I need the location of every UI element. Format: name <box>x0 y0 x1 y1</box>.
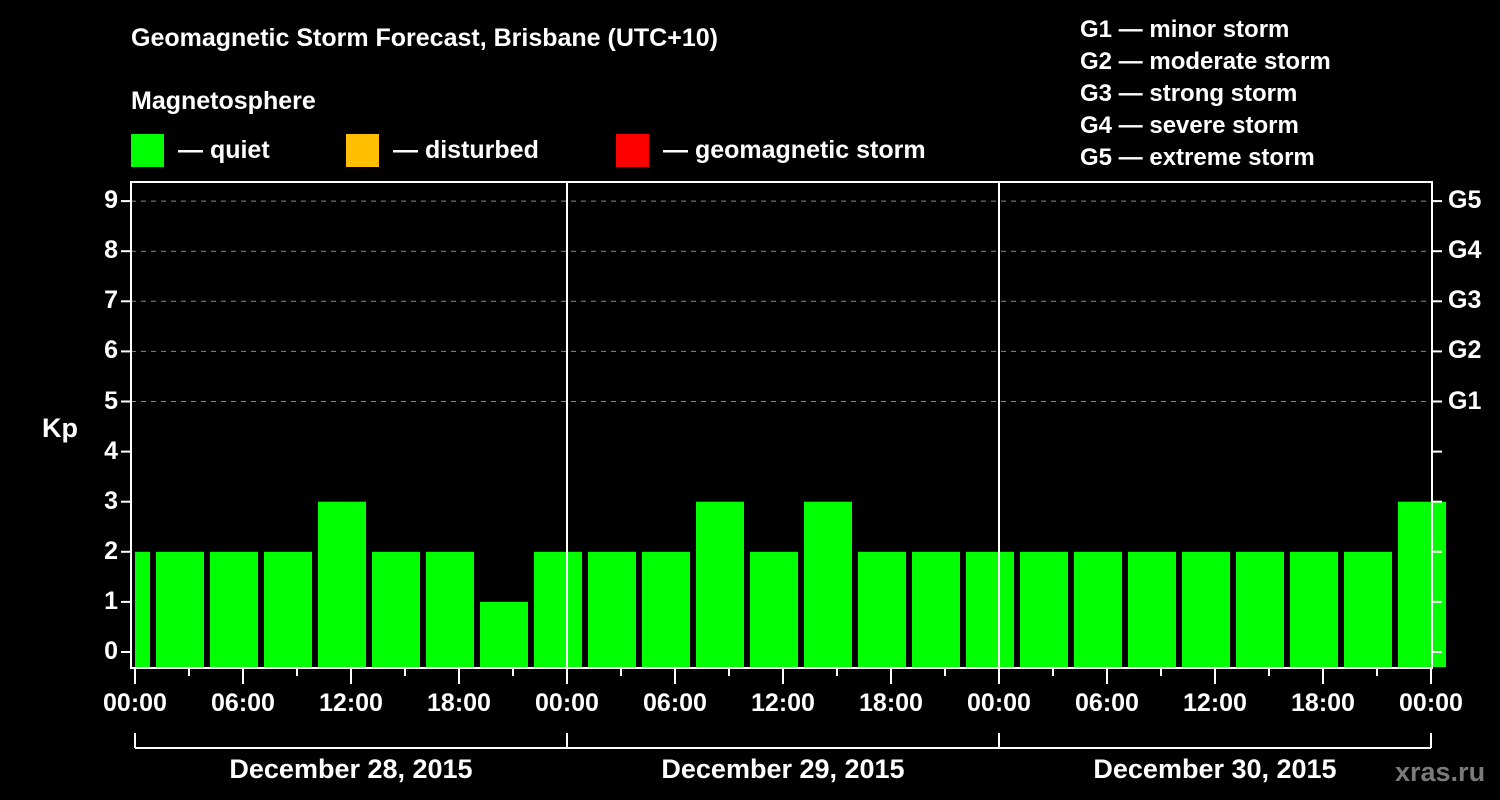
y-axis-label: Kp <box>42 413 78 443</box>
g-scale-item: G5 — extreme storm <box>1080 144 1315 171</box>
legend-storm: — geomagnetic storm <box>616 134 926 167</box>
legend-swatch-quiet-icon <box>131 134 164 167</box>
y-tick-label: 0 <box>104 637 118 665</box>
g-tick-label: G5 <box>1448 186 1482 215</box>
bar <box>534 551 582 667</box>
g-scale-item: G3 — strong storm <box>1080 80 1298 107</box>
watermark: xras.ru <box>1395 757 1486 787</box>
bar <box>1128 551 1176 667</box>
bar <box>642 551 690 667</box>
y-tick-label: 9 <box>104 186 118 215</box>
date-label: December 30, 2015 <box>1093 754 1337 784</box>
bar <box>1398 501 1446 667</box>
x-tick-label: 06:00 <box>1075 689 1139 717</box>
x-tick-label: 06:00 <box>643 689 707 717</box>
x-tick-label: 18:00 <box>427 689 491 717</box>
y-tick-label: 8 <box>104 236 118 265</box>
g-scale-item: G4 — severe storm <box>1080 112 1299 139</box>
x-tick-label: 18:00 <box>1291 689 1355 717</box>
g-scale-item: G2 — moderate storm <box>1080 48 1331 75</box>
x-tick-label: 12:00 <box>319 689 383 717</box>
y-tick-label: 4 <box>104 436 118 465</box>
legend-swatch-storm-icon <box>616 134 649 167</box>
y-tick-label: 6 <box>104 336 118 365</box>
g-tick-label: G2 <box>1448 336 1482 365</box>
bar <box>210 551 258 667</box>
bar <box>372 551 420 667</box>
bar <box>1182 551 1230 667</box>
x-tick-label: 00:00 <box>103 689 167 717</box>
legend-disturbed: — disturbed <box>346 134 539 167</box>
bar <box>966 551 1014 667</box>
y-tick-label: 5 <box>104 386 118 415</box>
x-tick-label: 12:00 <box>751 689 815 717</box>
x-tick-label: 06:00 <box>211 689 275 717</box>
bar <box>1290 551 1338 667</box>
legend-swatch-disturbed-icon <box>346 134 379 167</box>
bar <box>135 551 150 667</box>
bar <box>696 501 744 667</box>
y-tick-label: 3 <box>104 486 118 515</box>
x-tick-label: 12:00 <box>1183 689 1247 717</box>
bar <box>426 551 474 667</box>
bar <box>588 551 636 667</box>
bar <box>264 551 312 667</box>
bar <box>750 551 798 667</box>
bar <box>1344 551 1392 667</box>
x-tick-label: 18:00 <box>859 689 923 717</box>
x-tick-label: 00:00 <box>535 689 599 717</box>
bar <box>318 501 366 667</box>
bar <box>480 601 528 667</box>
date-label: December 28, 2015 <box>229 754 473 784</box>
bar <box>1236 551 1284 667</box>
y-tick-label: 2 <box>104 536 118 565</box>
g-tick-label: G3 <box>1448 286 1482 315</box>
chart-subtitle: Magnetosphere <box>131 87 316 115</box>
g-scale-legend: G1 — minor storm G2 — moderate storm G3 … <box>1080 14 1331 174</box>
g-tick-label: G1 <box>1448 386 1482 415</box>
g-tick-label: G4 <box>1448 236 1482 265</box>
legend-label: — quiet <box>178 136 270 164</box>
chart-title: Geomagnetic Storm Forecast, Brisbane (UT… <box>131 24 718 52</box>
bar <box>156 551 204 667</box>
legend-label: — disturbed <box>393 136 539 164</box>
y-tick-label: 1 <box>104 586 118 615</box>
x-tick-label: 00:00 <box>967 689 1031 717</box>
bar <box>1074 551 1122 667</box>
legend-label: — geomagnetic storm <box>663 136 926 164</box>
legend-quiet: — quiet <box>131 134 270 167</box>
g-scale-item: G1 — minor storm <box>1080 16 1290 43</box>
y-tick-label: 7 <box>104 286 118 315</box>
bar <box>912 551 960 667</box>
date-label: December 29, 2015 <box>661 754 905 784</box>
x-tick-label: 00:00 <box>1399 689 1463 717</box>
bar <box>858 551 906 667</box>
bar <box>804 501 852 667</box>
bar <box>1020 551 1068 667</box>
